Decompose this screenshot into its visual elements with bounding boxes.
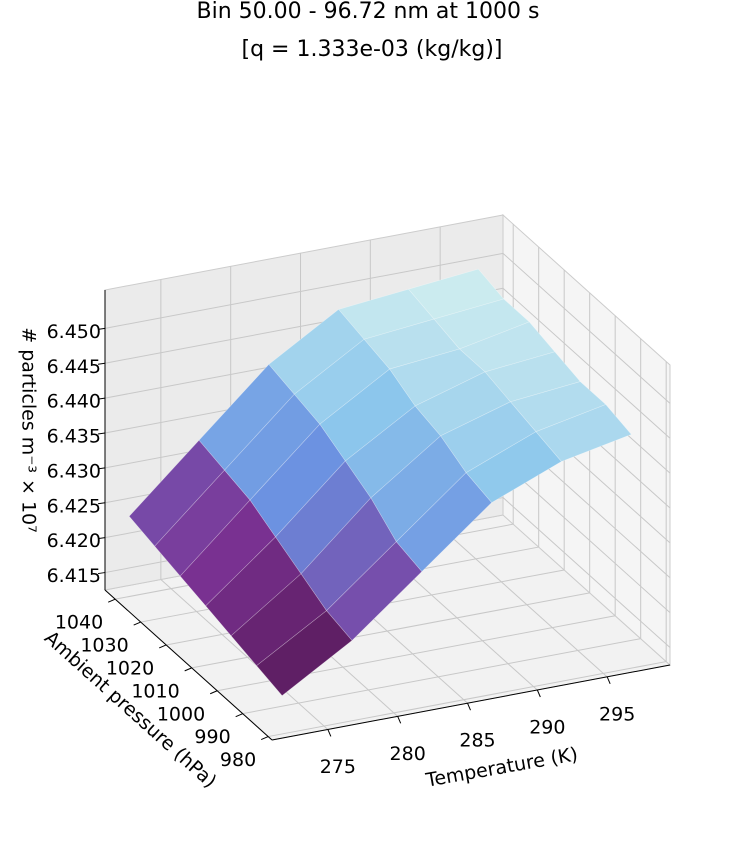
z-tick	[97, 362, 106, 365]
x-tick	[327, 729, 332, 737]
y-tick-label: 1000	[157, 703, 205, 725]
x-tick	[397, 716, 402, 724]
x-tick	[467, 702, 471, 711]
y-tick-label: 1020	[106, 657, 154, 679]
z-tick	[97, 537, 106, 540]
surface-patch	[230, 573, 327, 667]
y-tick-label: 1030	[80, 635, 128, 657]
z-tick-label: 6.435	[47, 426, 101, 448]
z-tick-label: 6.445	[47, 356, 101, 378]
grid-line	[439, 526, 608, 678]
z-tick	[97, 327, 106, 330]
z-tick-label: 6.420	[47, 530, 101, 552]
x-tick-label: 290	[529, 717, 565, 739]
y-tick	[133, 621, 141, 626]
y-tick	[235, 713, 243, 718]
grid-line	[502, 287, 671, 439]
axis-line	[104, 589, 273, 741]
z-tick-label: 6.415	[47, 565, 101, 587]
z-tick	[97, 502, 106, 505]
z-tick-label: 6.425	[47, 495, 101, 517]
x-tick-label: 275	[320, 756, 356, 778]
surface-patch	[440, 401, 537, 474]
z-tick	[97, 397, 106, 400]
surface-patch	[535, 404, 632, 462]
grid-line	[502, 253, 671, 404]
chart-title: Bin 50.00 - 96.72 nm at 1000 s	[197, 0, 540, 24]
grid-line	[268, 661, 667, 738]
y-tick	[184, 667, 192, 672]
y-tick	[158, 644, 167, 649]
grid-line	[242, 638, 641, 715]
x-tick	[536, 689, 541, 698]
z-axis-label: # particles m⁻³ × 10⁷	[18, 327, 40, 533]
z-tick	[97, 432, 106, 435]
axis-line	[271, 664, 671, 741]
x-tick	[606, 676, 611, 685]
surface-patch	[256, 610, 353, 697]
chart-subtitle: [q = 1.333e-03 (kg/kg)]	[242, 37, 503, 62]
y-tick	[108, 598, 116, 603]
z-tick	[97, 467, 106, 470]
surface-patch	[344, 405, 442, 499]
z-tick-label: 6.450	[47, 321, 101, 343]
grid-line	[502, 497, 671, 648]
z-tick-label: 6.440	[47, 391, 101, 413]
x-tick-label: 295	[599, 703, 635, 725]
y-tick-label: 980	[220, 749, 256, 771]
grid-line	[104, 252, 504, 329]
y-tick-label: 1010	[131, 680, 179, 702]
grid-line	[160, 579, 329, 730]
x-tick-label: 285	[459, 730, 495, 752]
y-tick-label: 1040	[55, 612, 103, 634]
z-tick-label: 6.430	[47, 460, 101, 482]
y-tick	[209, 690, 218, 695]
y-tick	[260, 736, 269, 741]
grid-line	[502, 462, 671, 614]
y-tick-label: 990	[194, 726, 230, 748]
x-tick-label: 280	[390, 743, 426, 765]
z-tick	[97, 572, 106, 575]
x-axis-label: Temperature (K)	[423, 743, 579, 792]
